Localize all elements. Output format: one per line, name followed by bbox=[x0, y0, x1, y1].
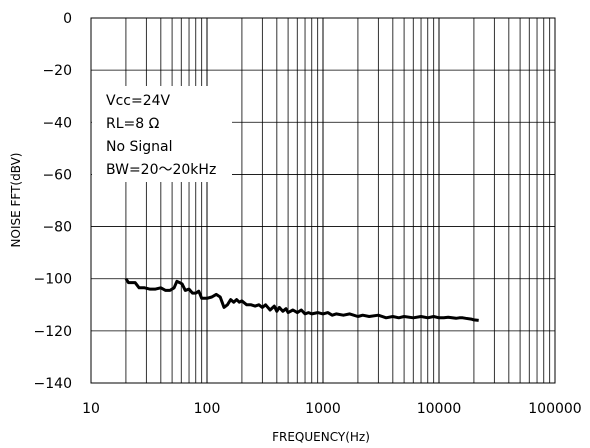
x-tick-label: 100 bbox=[194, 401, 221, 417]
annotation-bandwidth: BW=20～20kHz bbox=[106, 162, 216, 178]
y-tick-label: −80 bbox=[42, 220, 72, 236]
annotation-box: Vcc=24V RL=8 Ω No Signal BW=20～20kHz bbox=[92, 86, 232, 182]
x-tick-label: 10 bbox=[82, 401, 100, 417]
grid-lines bbox=[91, 18, 555, 383]
y-tick-label: 0 bbox=[63, 11, 72, 27]
x-tick-label: 1000 bbox=[305, 401, 341, 417]
y-tick-label: −140 bbox=[34, 376, 72, 392]
plot-frame bbox=[90, 17, 556, 384]
x-axis-title: FREQUENCY(Hz) bbox=[272, 430, 370, 444]
y-tick-label: −40 bbox=[42, 115, 72, 131]
x-tick-label: 100000 bbox=[528, 401, 581, 417]
y-tick-label: −20 bbox=[42, 63, 72, 79]
series-layer bbox=[124, 277, 479, 322]
x-tick-label: 10000 bbox=[417, 401, 462, 417]
noise-series-line bbox=[124, 277, 479, 322]
annotation-signal: No Signal bbox=[106, 139, 173, 155]
y-tick-label: −100 bbox=[34, 272, 72, 288]
y-tick-label: −60 bbox=[42, 167, 72, 183]
annotation-background bbox=[92, 86, 232, 182]
annotation-vcc: Vcc=24V bbox=[106, 93, 171, 109]
y-tick-label: −120 bbox=[34, 324, 72, 340]
y-axis-title: NOISE FFT(dBV) bbox=[9, 153, 23, 248]
tick-labels: 10 100 1000 10000 100000 0 −20 −40 −60 −80 −100 −12… bbox=[34, 11, 582, 417]
annotation-rl: RL=8 Ω bbox=[106, 116, 160, 132]
